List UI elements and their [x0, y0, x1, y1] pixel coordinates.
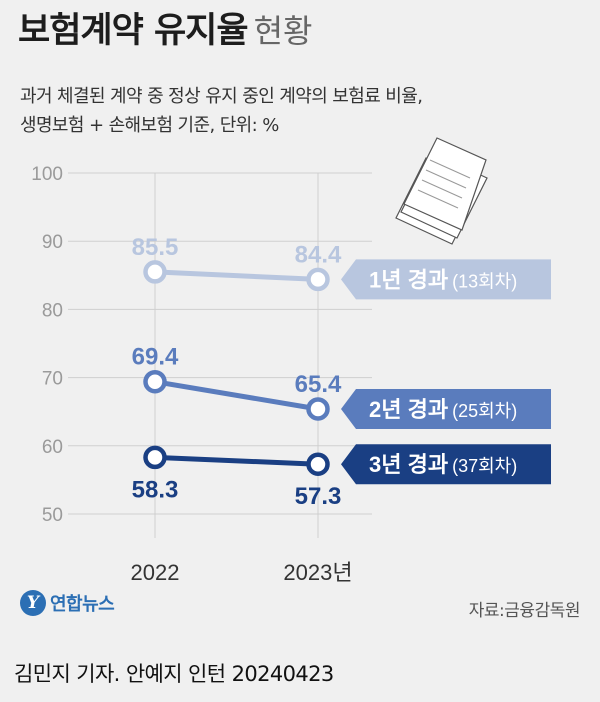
data-point — [143, 369, 167, 394]
data-label: 58.3 — [132, 476, 179, 503]
y-tick-label: 100 — [31, 164, 63, 185]
y-tick-label: 90 — [42, 232, 63, 253]
y-tick-label: 70 — [42, 369, 63, 390]
x-axis: 2022 2023년 — [131, 560, 353, 585]
series-tag — [341, 444, 551, 485]
data-point — [306, 267, 330, 292]
series-tag — [341, 259, 551, 300]
series-line — [154, 454, 319, 467]
grid — [68, 172, 372, 538]
source-note: 자료:금융감독원 — [468, 601, 581, 621]
series-line — [154, 379, 319, 412]
series-layer: 85.5 84.4 1년 경과 (13회차) 69.4 65.4 2년 경과 (25회차) 58… — [132, 234, 551, 510]
series-line — [154, 269, 319, 282]
yonhap-logo-mark: Y — [20, 590, 46, 616]
x-tick-label: 2023년 — [283, 560, 352, 585]
subtitle-line-1: 과거 체결된 계약 중 정상 유지 중인 계약의 보험료 비율, — [20, 86, 423, 107]
credit-line: 김민지 기자. 안예지 인턴 20240423 — [14, 662, 334, 686]
page-title: 보험계약 유지율 현황 — [18, 14, 312, 49]
yonhap-logo: Y 연합뉴스 — [20, 590, 115, 616]
title-main: 보험계약 유지율 — [18, 11, 249, 51]
yonhap-logo-text: 연합뉴스 — [50, 594, 115, 615]
y-axis: 100 90 80 70 60 50 — [31, 164, 63, 526]
series-tag — [341, 388, 551, 429]
document-stack-icon — [395, 137, 488, 245]
series-name-label: 2년 경과 (25회차) — [369, 397, 517, 422]
data-label: 57.3 — [295, 483, 342, 510]
series-name-label: 1년 경과 (13회차) — [369, 267, 517, 292]
infographic-panel: 보험계약 유지율 현황 과거 체결된 계약 중 정상 유지 중인 계약의 보험료 … — [18, 13, 581, 621]
title-sub: 현황 — [253, 12, 313, 50]
x-tick-label: 2022 — [131, 560, 180, 585]
subtitle-line-2: 생명보험 + 손해보험 기준, 단위: % — [20, 115, 279, 136]
data-point — [143, 260, 167, 284]
data-label: 65.4 — [295, 371, 342, 398]
data-point — [306, 452, 330, 476]
y-tick-label: 50 — [42, 505, 63, 526]
data-point — [143, 445, 167, 470]
series-name-label: 3년 경과 (37회차) — [369, 452, 517, 477]
data-point — [306, 397, 330, 421]
y-tick-label: 60 — [42, 437, 63, 458]
data-label: 84.4 — [295, 241, 342, 268]
line-chart: 100 90 80 70 60 50 85.5 84.4 1년 경과 (13회차) 69.4 65.… — [31, 137, 551, 585]
y-tick-label: 80 — [42, 300, 63, 321]
data-label: 85.5 — [132, 234, 179, 261]
data-label: 69.4 — [132, 344, 179, 371]
chart-subtitle: 과거 체결된 계약 중 정상 유지 중인 계약의 보험료 비율, 생명보험 + … — [20, 82, 423, 140]
